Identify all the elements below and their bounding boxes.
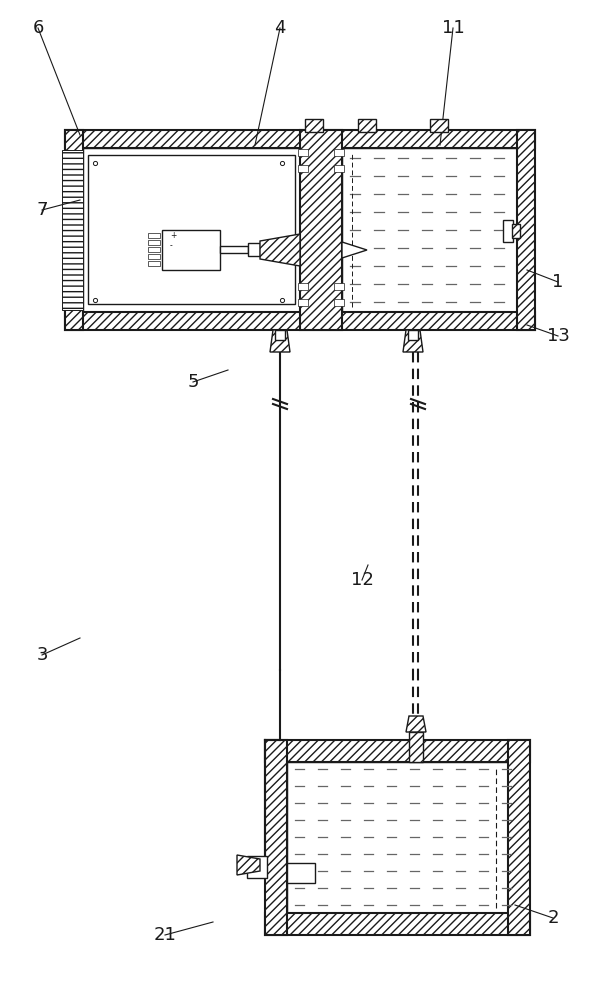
Bar: [275, 330, 285, 340]
Bar: [88, 155, 295, 304]
Bar: [248, 243, 260, 256]
Bar: [65, 130, 535, 148]
Text: 11: 11: [441, 19, 465, 37]
Bar: [287, 863, 315, 883]
Bar: [408, 330, 418, 340]
Bar: [334, 283, 344, 290]
Bar: [517, 130, 535, 330]
Text: 2: 2: [547, 909, 559, 927]
Text: 3: 3: [36, 646, 48, 664]
Bar: [265, 740, 530, 762]
Polygon shape: [342, 242, 367, 258]
Bar: [65, 312, 535, 330]
Bar: [512, 224, 520, 238]
Text: 6: 6: [32, 19, 44, 37]
Bar: [148, 247, 160, 252]
Polygon shape: [403, 330, 423, 352]
Bar: [503, 220, 513, 242]
Text: 4: 4: [274, 19, 286, 37]
Bar: [298, 165, 308, 172]
Bar: [342, 148, 517, 312]
Polygon shape: [270, 330, 290, 352]
Text: 12: 12: [350, 571, 374, 589]
Bar: [409, 732, 423, 762]
Text: 21: 21: [154, 926, 176, 944]
Bar: [265, 913, 530, 935]
Bar: [305, 119, 323, 132]
Bar: [298, 299, 308, 306]
Bar: [65, 130, 83, 330]
Bar: [334, 149, 344, 156]
Bar: [83, 148, 300, 312]
Text: 13: 13: [546, 327, 570, 345]
Bar: [62, 150, 83, 310]
Bar: [334, 299, 344, 306]
Bar: [148, 261, 160, 266]
Bar: [430, 119, 448, 132]
Bar: [247, 856, 267, 878]
Polygon shape: [237, 855, 260, 875]
Polygon shape: [406, 716, 426, 732]
Polygon shape: [260, 234, 300, 266]
Bar: [300, 130, 342, 330]
Bar: [334, 165, 344, 172]
Bar: [287, 762, 508, 913]
Text: -: -: [170, 241, 173, 250]
Text: 1: 1: [552, 273, 564, 291]
Text: +: +: [170, 231, 176, 240]
Bar: [148, 233, 160, 238]
Bar: [298, 283, 308, 290]
Bar: [265, 740, 287, 935]
Bar: [220, 246, 248, 253]
Text: 5: 5: [187, 373, 199, 391]
Bar: [508, 740, 530, 935]
Bar: [148, 240, 160, 245]
Bar: [358, 119, 376, 132]
Bar: [148, 254, 160, 259]
Bar: [298, 149, 308, 156]
Text: 7: 7: [36, 201, 48, 219]
Bar: [162, 230, 220, 270]
